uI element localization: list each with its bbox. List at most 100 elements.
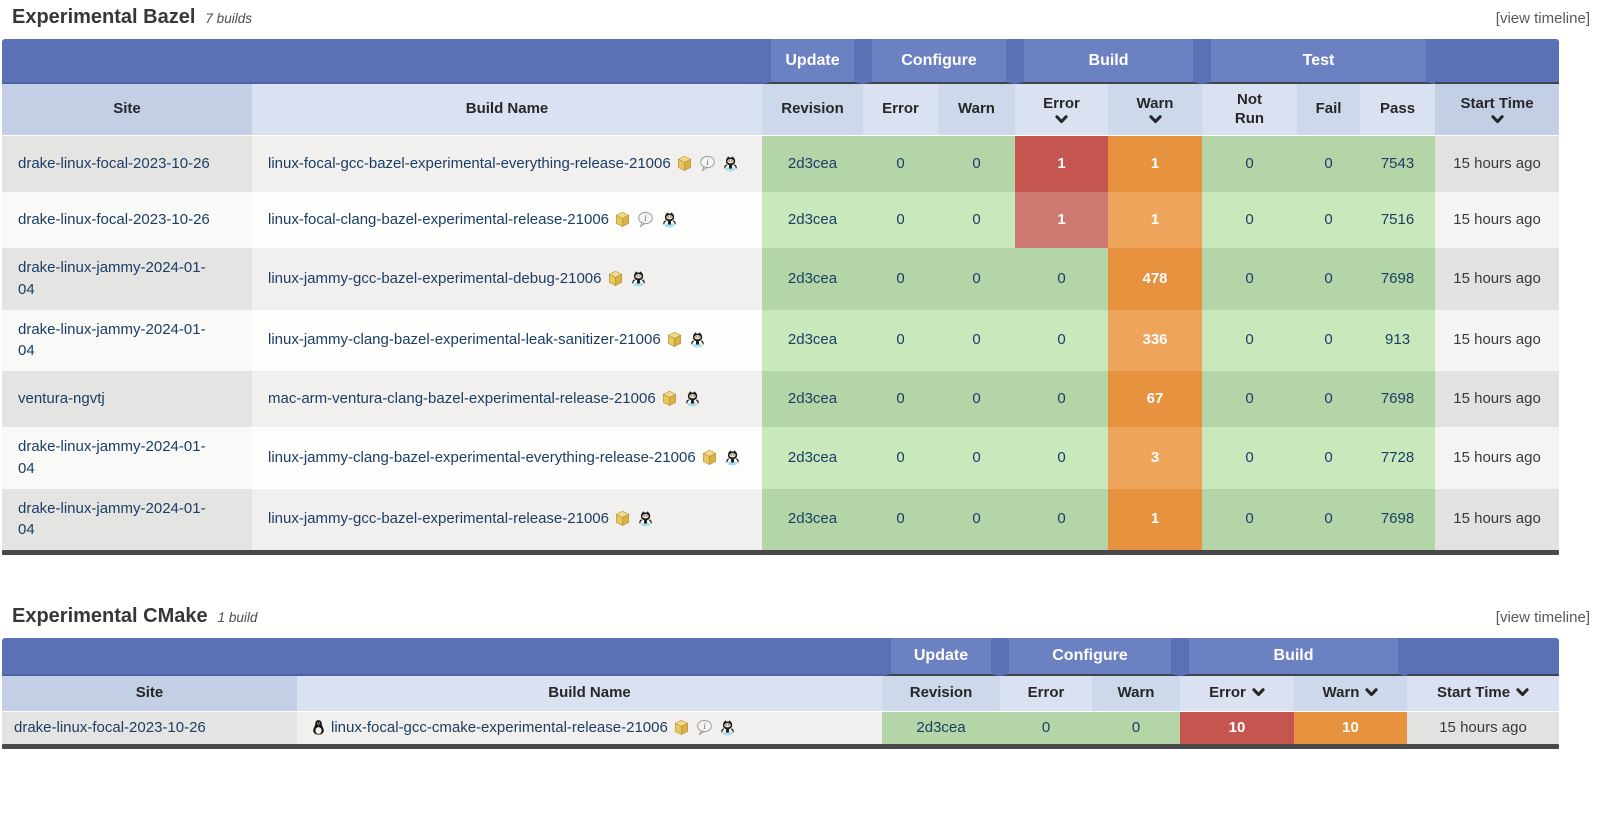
col-header-pass[interactable]: Pass (1360, 84, 1436, 136)
cell-value[interactable]: 7698 (1380, 510, 1415, 528)
cell-revision[interactable]: 2d3cea (882, 712, 1000, 744)
cell-value[interactable]: 67 (1146, 390, 1164, 408)
col-header-build[interactable]: Build Name (297, 676, 882, 712)
cell-revision[interactable]: 2d3cea (762, 371, 863, 427)
site-link[interactable]: ventura-ngvtj (18, 390, 105, 408)
cell-cfg_warn[interactable]: 0 (938, 248, 1016, 310)
cell-cfg_warn[interactable]: 0 (938, 192, 1016, 248)
col-header-bld_error[interactable]: Error (1180, 676, 1295, 712)
build-name-link[interactable]: linux-focal-gcc-bazel-experimental-every… (268, 155, 671, 173)
cell-value[interactable]: 913 (1385, 331, 1411, 349)
cell-value[interactable]: 0 (1131, 719, 1141, 736)
cell-value[interactable]: 0 (972, 448, 981, 466)
cell-fail[interactable]: 0 (1297, 371, 1361, 427)
cell-revision[interactable]: 2d3cea (762, 427, 863, 489)
cell-value[interactable]: 0 (1245, 269, 1254, 287)
cell-build[interactable]: linux-jammy-clang-bazel-experimental-eve… (252, 427, 762, 489)
cell-site[interactable]: drake-linux-jammy-2024-01-04 (2, 248, 252, 310)
cell-bld_error[interactable]: 0 (1015, 427, 1109, 489)
package-icon[interactable] (614, 510, 631, 527)
build-name-link[interactable]: linux-jammy-clang-bazel-experimental-eve… (268, 448, 696, 466)
cell-pass[interactable]: 7698 (1360, 488, 1436, 550)
cell-value[interactable]: 0 (1245, 211, 1254, 229)
cell-pass[interactable]: 7728 (1360, 427, 1436, 489)
site-link[interactable]: drake-linux-jammy-2024-01-04 (18, 259, 206, 298)
cell-value[interactable]: 0 (1057, 269, 1066, 287)
col-header-bld_warn[interactable]: Warn (1108, 84, 1203, 136)
cell-bld_warn[interactable]: 10 (1294, 712, 1408, 744)
github-icon[interactable] (689, 331, 706, 348)
package-icon[interactable] (673, 719, 690, 736)
cell-value[interactable]: 0 (1324, 211, 1333, 229)
cell-pass[interactable]: 7698 (1360, 248, 1436, 310)
cell-value[interactable]: 2d3cea (787, 390, 838, 408)
cell-cfg_error[interactable]: 0 (863, 488, 938, 550)
col-header-build[interactable]: Build Name (252, 84, 762, 136)
cell-cfg_warn[interactable]: 0 (938, 309, 1016, 371)
cell-site[interactable]: drake-linux-focal-2023-10-26 (2, 712, 297, 744)
col-header-start[interactable]: Start Time (1407, 676, 1560, 712)
cell-value[interactable]: 0 (1245, 155, 1254, 173)
cell-value[interactable]: 336 (1142, 331, 1168, 349)
github-icon[interactable] (637, 510, 654, 527)
site-link[interactable]: drake-linux-jammy-2024-01-04 (18, 499, 206, 539)
cell-value[interactable]: 7698 (1380, 269, 1415, 287)
note-icon[interactable]: i (696, 719, 713, 736)
build-name-link[interactable]: linux-jammy-gcc-bazel-experimental-relea… (268, 510, 609, 528)
cell-not_run[interactable]: 0 (1202, 192, 1298, 248)
cell-value[interactable]: 2d3cea (916, 719, 966, 736)
cell-bld_error[interactable]: 1 (1015, 136, 1109, 192)
cell-value[interactable]: 0 (1324, 448, 1333, 466)
cell-value[interactable]: 0 (972, 390, 981, 408)
github-icon[interactable] (630, 270, 647, 287)
cell-not_run[interactable]: 0 (1202, 248, 1298, 310)
cell-value[interactable]: 0 (896, 510, 905, 528)
col-header-cfg_warn[interactable]: Warn (1092, 676, 1181, 712)
cell-not_run[interactable]: 0 (1202, 309, 1298, 371)
cell-bld_warn[interactable]: 336 (1108, 309, 1203, 371)
cell-value[interactable]: 0 (1057, 510, 1066, 528)
cell-cfg_warn[interactable]: 0 (938, 136, 1016, 192)
cell-value[interactable]: 7728 (1380, 448, 1415, 466)
cell-value[interactable]: 7543 (1380, 155, 1415, 173)
cell-not_run[interactable]: 0 (1202, 488, 1298, 550)
cell-build[interactable]: linux-jammy-clang-bazel-experimental-lea… (252, 309, 762, 371)
cell-bld_error[interactable]: 0 (1015, 488, 1109, 550)
col-header-start[interactable]: Start Time (1435, 84, 1560, 136)
cell-site[interactable]: drake-linux-jammy-2024-01-04 (2, 309, 252, 371)
cell-site[interactable]: drake-linux-jammy-2024-01-04 (2, 488, 252, 550)
col-header-site[interactable]: Site (2, 676, 297, 712)
cell-value[interactable]: 0 (972, 331, 981, 349)
site-link[interactable]: drake-linux-focal-2023-10-26 (18, 155, 210, 173)
cell-fail[interactable]: 0 (1297, 309, 1361, 371)
cell-value[interactable]: 0 (896, 155, 905, 173)
build-name-link[interactable]: linux-focal-gcc-cmake-experimental-relea… (331, 719, 668, 736)
cell-bld_warn[interactable]: 3 (1108, 427, 1203, 489)
github-icon[interactable] (724, 449, 741, 466)
build-name-link[interactable]: mac-arm-ventura-clang-bazel-experimental… (268, 390, 656, 408)
cell-cfg_warn[interactable]: 0 (938, 427, 1016, 489)
github-icon[interactable] (719, 719, 736, 736)
col-header-bld_warn[interactable]: Warn (1294, 676, 1408, 712)
github-icon[interactable] (661, 211, 678, 228)
cell-value[interactable]: 0 (1041, 719, 1051, 736)
cell-cfg_error[interactable]: 0 (863, 309, 938, 371)
cell-value[interactable]: 0 (1324, 510, 1333, 528)
cell-pass[interactable]: 7543 (1360, 136, 1436, 192)
build-name-link[interactable]: linux-jammy-clang-bazel-experimental-lea… (268, 331, 661, 349)
site-link[interactable]: drake-linux-focal-2023-10-26 (18, 211, 210, 229)
cell-cfg_warn[interactable]: 0 (938, 488, 1016, 550)
cell-value[interactable]: 0 (972, 155, 981, 173)
build-name-link[interactable]: linux-jammy-gcc-bazel-experimental-debug… (268, 269, 602, 287)
cell-bld_warn[interactable]: 67 (1108, 371, 1203, 427)
cell-value[interactable]: 0 (1057, 448, 1066, 466)
cell-not_run[interactable]: 0 (1202, 371, 1298, 427)
cell-value[interactable]: 0 (972, 510, 981, 528)
package-icon[interactable] (666, 331, 683, 348)
col-header-revision[interactable]: Revision (882, 676, 1000, 712)
cell-cfg_warn[interactable]: 0 (1092, 712, 1181, 744)
package-icon[interactable] (676, 155, 693, 172)
cell-value[interactable]: 0 (1057, 390, 1066, 408)
cell-bld_warn[interactable]: 1 (1108, 192, 1203, 248)
package-icon[interactable] (614, 211, 631, 228)
